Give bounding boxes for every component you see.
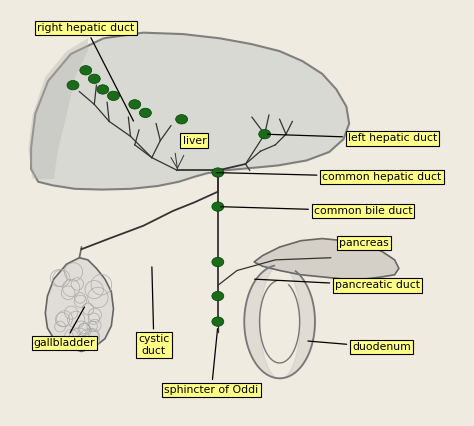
Ellipse shape: [259, 130, 271, 139]
Polygon shape: [254, 239, 399, 279]
Text: left hepatic duct: left hepatic duct: [267, 133, 437, 144]
Ellipse shape: [212, 168, 224, 177]
Text: common bile duct: common bile duct: [220, 206, 412, 216]
Ellipse shape: [212, 291, 224, 301]
Ellipse shape: [67, 81, 79, 90]
Text: pancreas: pancreas: [339, 238, 389, 248]
Text: duodenum: duodenum: [308, 341, 411, 352]
Ellipse shape: [139, 108, 151, 118]
Polygon shape: [28, 38, 88, 179]
Ellipse shape: [212, 317, 224, 326]
Text: liver: liver: [182, 135, 206, 146]
Ellipse shape: [129, 100, 141, 109]
Ellipse shape: [97, 85, 109, 94]
Polygon shape: [46, 258, 113, 351]
Text: pancreatic duct: pancreatic duct: [255, 279, 420, 291]
Ellipse shape: [108, 91, 119, 101]
Text: sphincter of Oddi: sphincter of Oddi: [164, 328, 258, 395]
Text: right hepatic duct: right hepatic duct: [37, 23, 135, 121]
Ellipse shape: [80, 66, 92, 75]
Ellipse shape: [212, 257, 224, 267]
Polygon shape: [31, 33, 349, 190]
Ellipse shape: [88, 74, 100, 83]
Ellipse shape: [212, 202, 224, 211]
Text: gallbladder: gallbladder: [34, 307, 95, 348]
Text: cystic
duct: cystic duct: [138, 267, 170, 356]
Text: common hepatic duct: common hepatic duct: [216, 172, 441, 182]
Ellipse shape: [176, 115, 188, 124]
